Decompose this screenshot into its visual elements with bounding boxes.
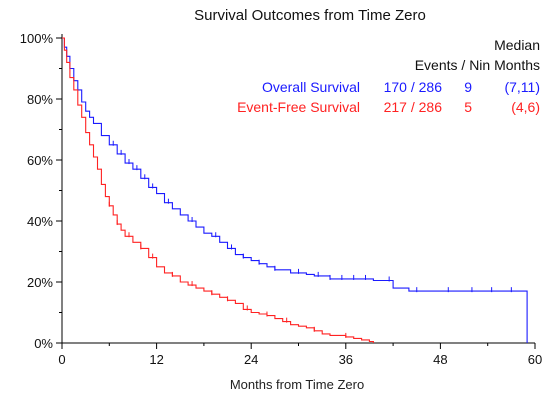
legend-header-median: Median — [494, 37, 540, 53]
y-tick-label: 100% — [20, 31, 54, 46]
legend-row: Overall Survival 170 / 286 9 (7,11) — [262, 79, 540, 95]
series-overall-survival — [62, 37, 528, 343]
legend-events: 170 / 286 — [384, 79, 443, 95]
legend-row: Event-Free Survival 217 / 286 5 (4,6) — [237, 99, 540, 115]
chart-title: Survival Outcomes from Time Zero — [194, 7, 426, 24]
x-tick-label: 0 — [58, 352, 65, 367]
legend-events: 217 / 286 — [384, 99, 443, 115]
x-tick-label: 48 — [433, 352, 447, 367]
y-tick-label: 60% — [27, 153, 53, 168]
series-event-free-survival — [62, 37, 374, 343]
x-tick-label: 36 — [339, 352, 353, 367]
x-axis-label: Months from Time Zero — [230, 377, 364, 392]
series-line — [62, 37, 374, 343]
legend: Median Events / Nin Months Overall Survi… — [237, 37, 540, 115]
axes: 0% 20% 40% 60% 80% 100% 0 12 24 36 48 60 — [20, 31, 542, 367]
legend-ci: (7,11) — [504, 79, 540, 95]
legend-median: 5 — [464, 99, 472, 115]
y-tick-label: 20% — [27, 275, 53, 290]
legend-median: 9 — [464, 79, 472, 95]
x-tick-label: 12 — [149, 352, 163, 367]
y-tick-label: 80% — [27, 92, 53, 107]
x-tick-label: 60 — [528, 352, 542, 367]
legend-series-name: Event-Free Survival — [237, 99, 360, 115]
legend-ci: (4,6) — [511, 99, 540, 115]
series-layer — [62, 37, 528, 343]
y-tick-label: 0% — [34, 336, 53, 351]
x-tick-label: 24 — [244, 352, 258, 367]
y-tick-label: 40% — [27, 214, 53, 229]
legend-series-name: Overall Survival — [262, 79, 360, 95]
legend-header-events: Events / Nin Months — [415, 57, 540, 73]
